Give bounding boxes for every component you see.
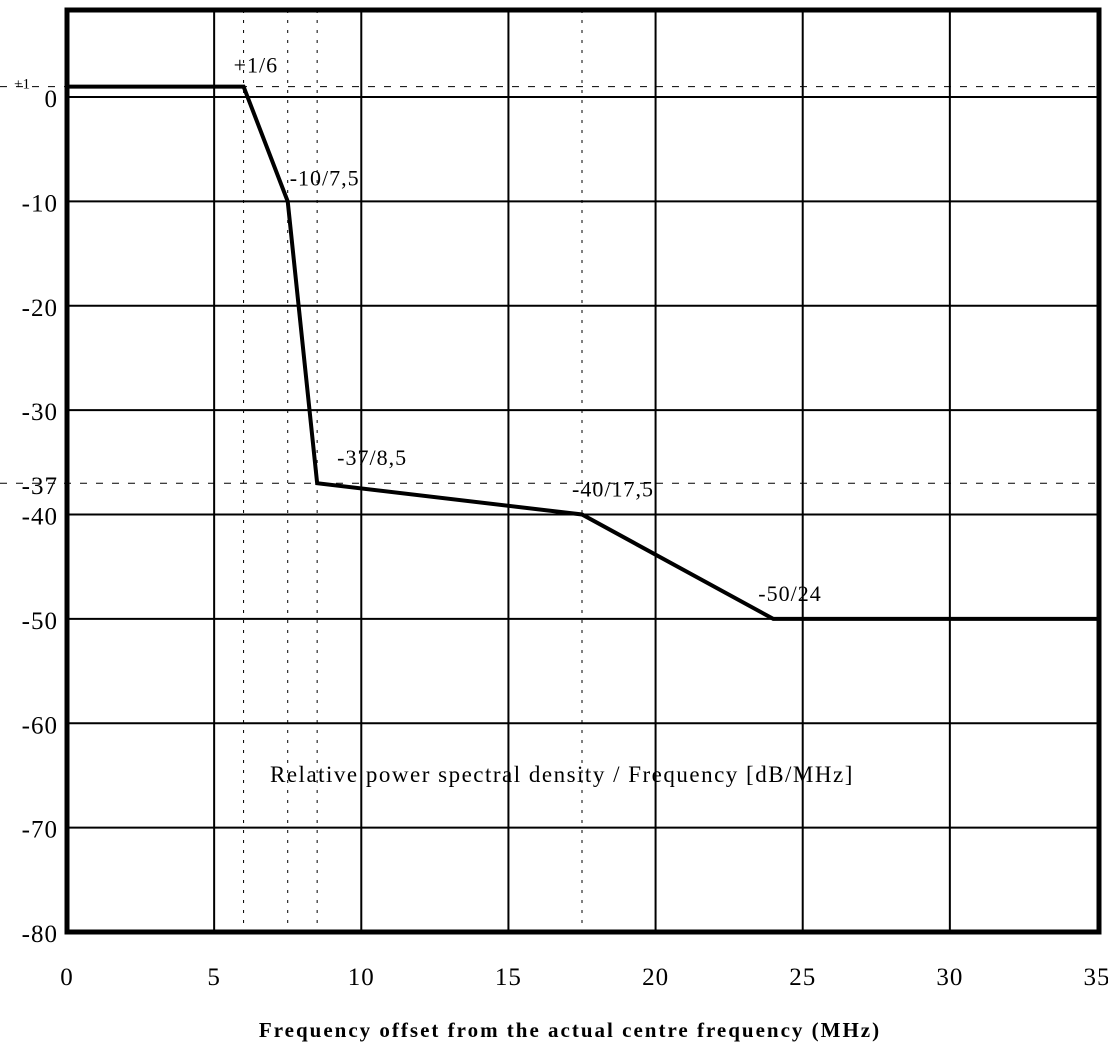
point-label: -40/17,5 — [572, 477, 654, 502]
y-tick-label: -30 — [22, 399, 58, 426]
y-tick-label: -80 — [22, 921, 58, 948]
chart-title: Relative power spectral density / Freque… — [270, 762, 854, 787]
x-tick-label: 20 — [642, 964, 669, 991]
data-point — [581, 514, 583, 515]
point-label: -37/8,5 — [337, 445, 407, 470]
x-tick-label: 0 — [60, 964, 74, 991]
y-tick-label: -50 — [22, 608, 58, 635]
x-tick-label: 10 — [348, 964, 375, 991]
x-tick-label: 35 — [1084, 964, 1108, 991]
data-point — [66, 86, 68, 88]
data-point — [287, 200, 289, 202]
y-tick-label: -20 — [22, 295, 58, 322]
y-tick-label: 0 — [45, 86, 59, 113]
y-tick-label: -40 — [22, 504, 58, 531]
tick-labels: 0 5 10 15 20 25 30 35 0 -10 -20 -30 -40 -50 -60 -70 -80 +… — [14, 77, 1108, 991]
y-extra-tick-label: -37 — [22, 473, 58, 500]
x-axis-label: Frequency offset from the actual centre … — [259, 1018, 881, 1042]
gridlines — [67, 10, 1097, 932]
point-labels: +1/6 -10/7,5 -37/8,5 -40/17,5 -50/24 — [234, 53, 821, 606]
data-point — [772, 618, 774, 620]
x-tick-label: 5 — [207, 964, 221, 991]
data-point — [243, 86, 245, 88]
reference-lines — [0, 10, 1099, 932]
x-tick-label: 25 — [789, 964, 816, 991]
data-point — [316, 482, 318, 484]
y-tick-label: -60 — [22, 712, 58, 739]
x-tick-label: 30 — [936, 964, 963, 991]
plot-frame — [64, 7, 1102, 935]
y-tick-label: -10 — [22, 190, 58, 217]
point-label: +1/6 — [234, 53, 279, 78]
point-label: -10/7,5 — [290, 165, 360, 190]
y-extra-tick-label: +1 — [14, 77, 30, 93]
data-point — [1096, 618, 1098, 620]
y-tick-label: -70 — [22, 817, 58, 844]
series-layer — [66, 84, 1098, 621]
x-tick-label: 15 — [495, 964, 522, 991]
point-label: -50/24 — [758, 581, 821, 606]
